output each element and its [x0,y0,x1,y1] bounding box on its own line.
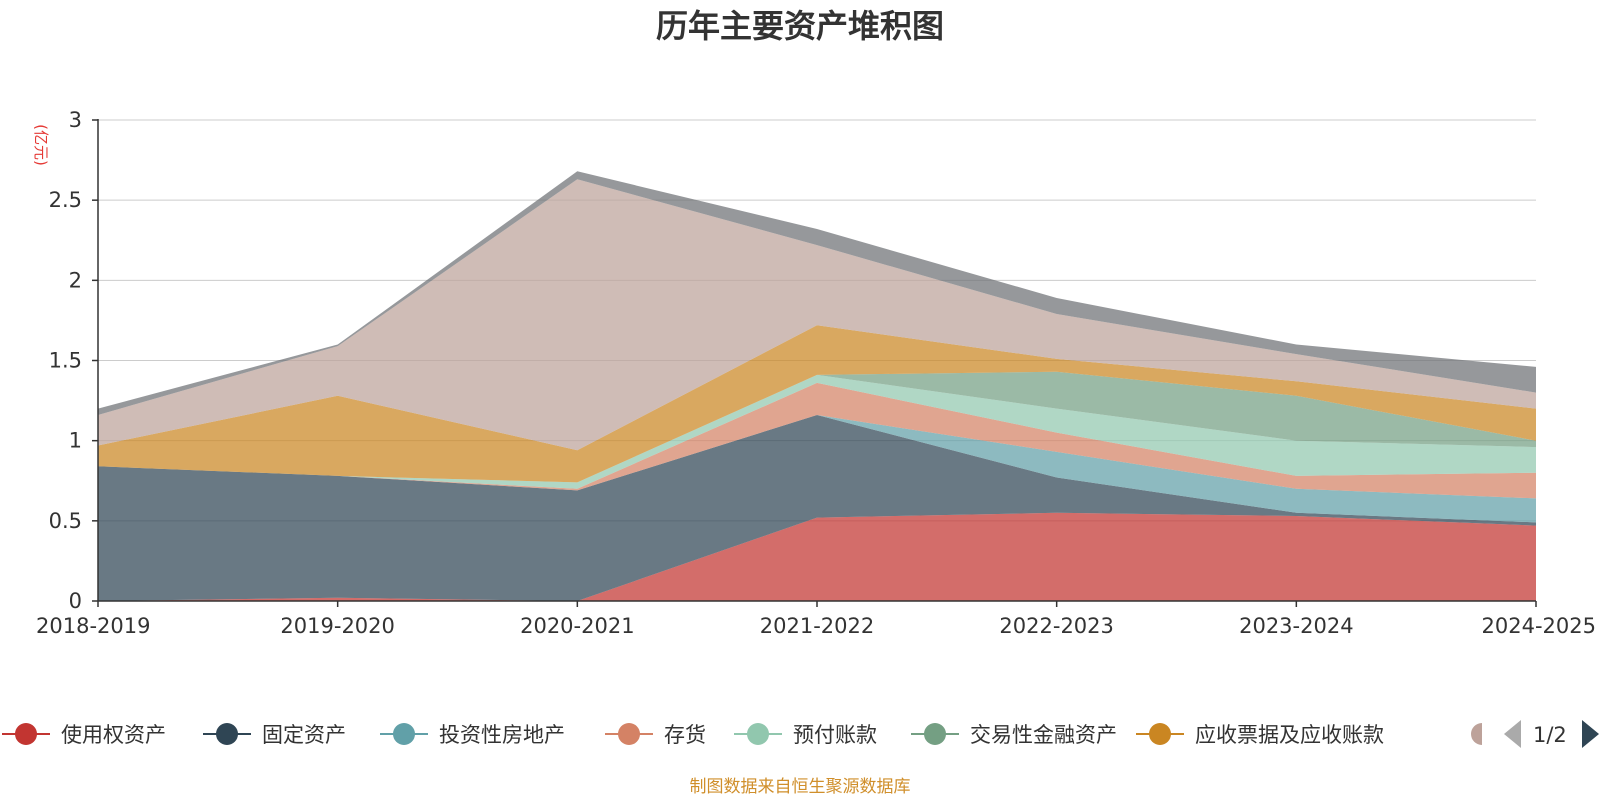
legend-marker-dot [747,723,769,745]
legend-marker-dot [216,723,238,745]
x-tick-label: 2024-2025 [1482,614,1596,638]
area-series-0[interactable] [98,512,1536,601]
y-tick-label: 2 [69,268,82,292]
legend-next-page-icon[interactable] [1582,720,1599,748]
legend-prev-page-icon[interactable] [1504,720,1521,748]
y-tick-label: 1.5 [49,349,82,373]
area-series-5[interactable] [98,371,1536,483]
legend-label: 投资性房地产 [439,723,565,747]
legend-label: 预付账款 [793,723,877,747]
legend-marker-dot [15,723,37,745]
area-series [98,171,1536,601]
legend-item[interactable]: 固定资产 [203,723,346,747]
x-tick-label: 2020-2021 [520,614,634,638]
legend-item[interactable]: 应收票据及应收账款 [1136,723,1384,747]
legend-marker-dot [1149,723,1171,745]
legend-item-clipped[interactable] [1471,723,1482,745]
legend[interactable]: 使用权资产 固定资产 投资性房地产 存货 预付账款 交易性金融资产 应收票据及应收账款 1/2 [2,720,1599,748]
legend-label: 存货 [664,723,706,747]
axes: 0 0.5 1 1.5 2 2.5 3 2018-2019 2019-2020 2020-2021… [36,108,1596,638]
area-series-2[interactable] [98,415,1536,523]
legend-item[interactable]: 存货 [605,723,706,747]
x-tick-label: 2019-2020 [280,614,394,638]
y-tick-label: 0.5 [49,509,82,533]
area-series-7[interactable] [98,179,1536,451]
legend-label: 固定资产 [262,723,346,747]
y-axis-unit-label: (亿元) [32,124,50,166]
legend-label: 使用权资产 [61,723,166,747]
legend-page-indicator: 1/2 [1533,723,1567,747]
legend-marker-dot [924,723,946,745]
legend-label: 交易性金融资产 [970,723,1117,747]
x-tick-label: 2018-2019 [36,614,150,638]
area-series-1[interactable] [98,415,1536,601]
y-tick-label: 1 [69,429,82,453]
legend-item[interactable]: 投资性房地产 [380,723,565,747]
area-series-6[interactable] [98,325,1536,483]
x-tick-label: 2023-2024 [1239,614,1353,638]
legend-item[interactable]: 使用权资产 [2,723,166,747]
chart-title: 历年主要资产堆积图 [656,7,944,45]
legend-item[interactable]: 交易性金融资产 [911,723,1117,747]
legend-label: 应收票据及应收账款 [1195,723,1384,747]
x-tick-label: 2021-2022 [760,614,874,638]
legend-marker-dot [618,723,640,745]
y-tick-label: 3 [69,108,82,132]
y-tick-label: 0 [69,589,82,613]
legend-item[interactable]: 预付账款 [734,723,877,747]
x-tick-label: 2022-2023 [999,614,1113,638]
legend-marker-dot [393,723,415,745]
y-tick-label: 2.5 [49,188,82,212]
legend-marker-dot [1471,723,1482,745]
source-footnote: 制图数据来自恒生聚源数据库 [690,777,911,797]
area-series-3[interactable] [98,382,1536,499]
